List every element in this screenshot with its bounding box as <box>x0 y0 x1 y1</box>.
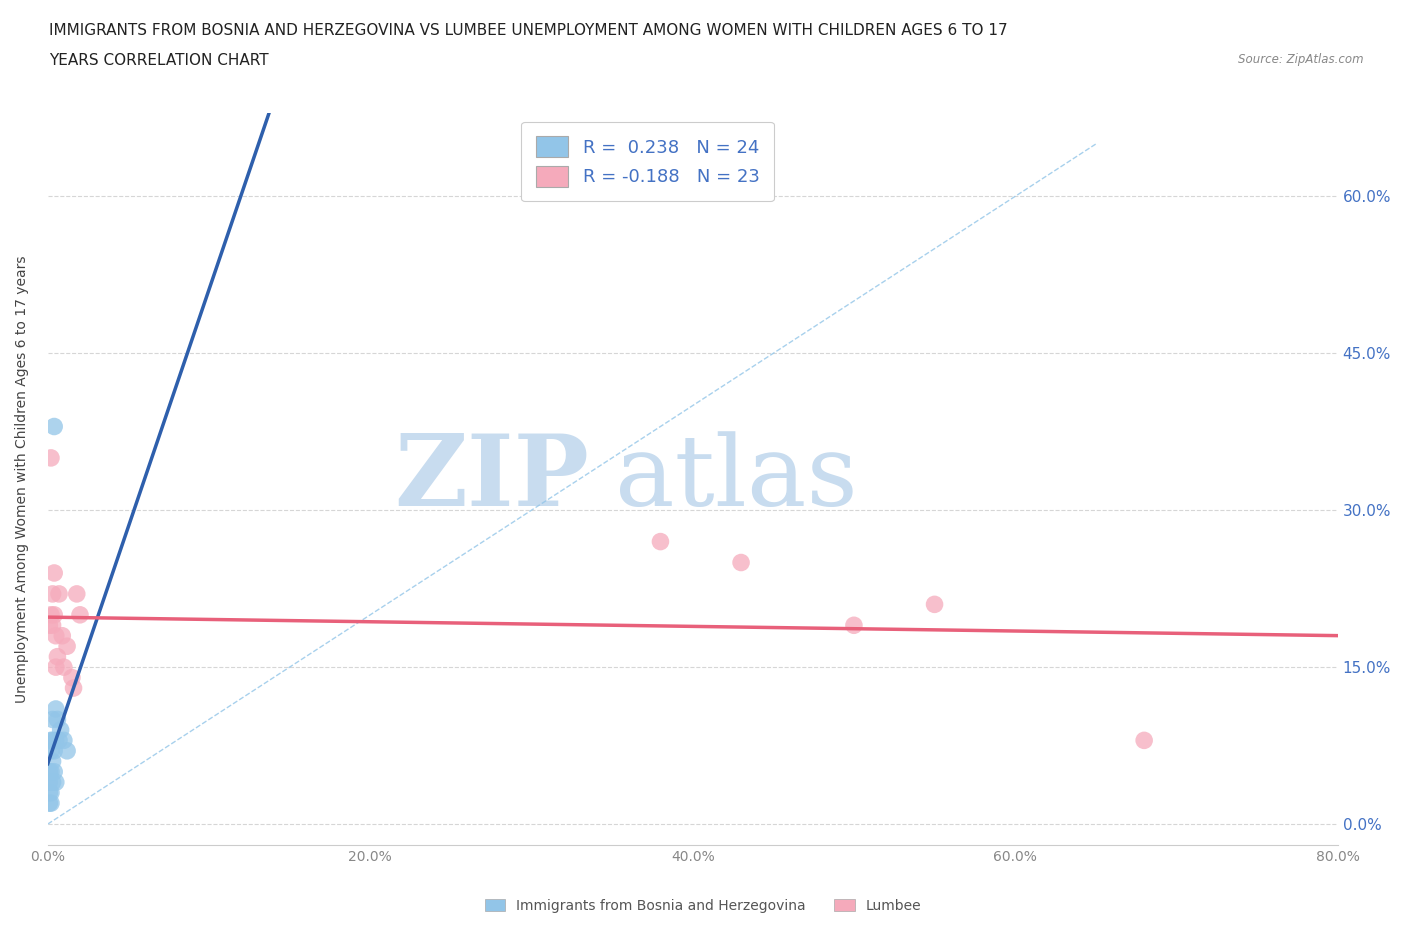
Point <box>38 775 60 790</box>
Point <box>66 587 89 602</box>
Point <box>842 618 865 632</box>
Text: YEARS CORRELATION CHART: YEARS CORRELATION CHART <box>49 53 269 68</box>
Point <box>46 649 69 664</box>
Point <box>56 743 79 758</box>
Point <box>730 555 752 570</box>
Point <box>45 733 67 748</box>
Point <box>62 681 84 696</box>
Point <box>38 785 60 800</box>
Point <box>60 671 83 685</box>
Point <box>46 712 69 727</box>
Text: IMMIGRANTS FROM BOSNIA AND HERZEGOVINA VS LUMBEE UNEMPLOYMENT AMONG WOMEN WITH C: IMMIGRANTS FROM BOSNIA AND HERZEGOVINA V… <box>49 23 1008 38</box>
Legend: Immigrants from Bosnia and Herzegovina, Lumbee: Immigrants from Bosnia and Herzegovina, … <box>479 894 927 919</box>
Point <box>38 796 60 811</box>
Point <box>45 659 67 674</box>
Point <box>52 659 75 674</box>
Point <box>1133 733 1156 748</box>
Point <box>45 701 67 716</box>
Point <box>39 785 62 800</box>
Point <box>38 618 60 632</box>
Point <box>44 607 66 622</box>
Point <box>49 723 72 737</box>
Point <box>48 587 70 602</box>
Point <box>650 534 672 549</box>
Point <box>69 607 91 622</box>
Point <box>48 733 70 748</box>
Point <box>41 733 63 748</box>
Point <box>39 743 62 758</box>
Point <box>41 754 63 769</box>
Text: atlas: atlas <box>616 431 858 526</box>
Point <box>41 775 63 790</box>
Point <box>41 618 63 632</box>
Point <box>39 796 62 811</box>
Point <box>45 775 67 790</box>
Point <box>51 629 73 644</box>
Point <box>39 450 62 465</box>
Point <box>924 597 946 612</box>
Point <box>44 565 66 580</box>
Point <box>41 712 63 727</box>
Legend: R =  0.238   N = 24, R = -0.188   N = 23: R = 0.238 N = 24, R = -0.188 N = 23 <box>522 122 773 201</box>
Text: Source: ZipAtlas.com: Source: ZipAtlas.com <box>1239 53 1364 66</box>
Point <box>38 764 60 779</box>
Y-axis label: Unemployment Among Women with Children Ages 6 to 17 years: Unemployment Among Women with Children A… <box>15 255 30 702</box>
Point <box>44 419 66 434</box>
Point <box>44 743 66 758</box>
Point <box>39 764 62 779</box>
Point <box>52 733 75 748</box>
Point <box>45 629 67 644</box>
Point <box>44 764 66 779</box>
Point <box>41 587 63 602</box>
Point <box>39 733 62 748</box>
Text: ZIP: ZIP <box>395 431 589 527</box>
Point <box>39 607 62 622</box>
Point <box>56 639 79 654</box>
